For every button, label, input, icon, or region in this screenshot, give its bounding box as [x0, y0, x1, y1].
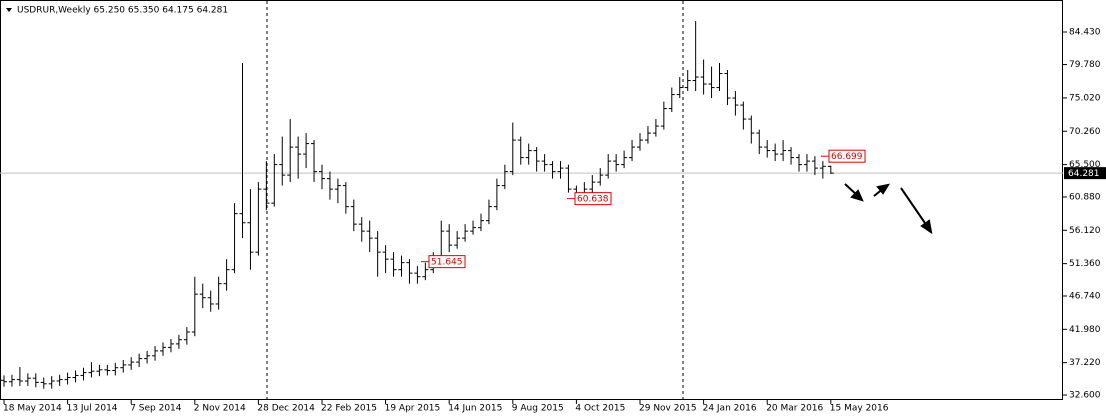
x-tick-label: 29 Nov 2015 [639, 404, 697, 414]
x-tick-label: 28 Dec 2014 [257, 404, 315, 414]
arrow-head [920, 219, 933, 235]
x-tick-label: 9 Aug 2015 [512, 404, 564, 414]
x-tick-label: 18 May 2014 [3, 404, 62, 414]
chart-title: USDRUR,Weekly 65.250 65.350 64.175 64.28… [17, 6, 228, 16]
y-tick-label: 41.980 [1069, 325, 1101, 335]
x-tick-label: 14 Jun 2015 [448, 404, 502, 414]
y-tick-label: 32.600 [1069, 391, 1101, 401]
y-tick-label: 75.020 [1069, 93, 1101, 103]
arrow-head [876, 183, 891, 195]
x-tick-label: 7 Sep 2014 [130, 404, 182, 414]
arrow-head [850, 189, 864, 202]
level-label: 66.699 [831, 152, 863, 162]
x-tick-label: 15 May 2016 [830, 404, 889, 414]
y-tick-label: 56.120 [1069, 226, 1101, 236]
y-tick-label: 84.430 [1069, 28, 1101, 38]
y-tick-label: 79.780 [1069, 60, 1101, 70]
level-box [828, 149, 866, 163]
y-tick-label: 37.220 [1069, 358, 1101, 368]
projection-arrows [844, 183, 933, 235]
plot-frame [0, 0, 1063, 400]
x-tick-label: 4 Oct 2015 [575, 404, 625, 414]
level-label: 51.645 [431, 258, 463, 268]
arrow [900, 187, 928, 227]
y-tick-label: 70.260 [1069, 127, 1101, 137]
level-box [574, 192, 612, 206]
level-box [428, 255, 466, 269]
y-tick-label: 65.500 [1069, 160, 1101, 170]
x-tick-label: 24 Jan 2016 [703, 404, 757, 414]
x-tick-label: 2 Nov 2014 [194, 404, 246, 414]
price-label-box [1064, 167, 1106, 180]
x-tick-label: 20 Mar 2016 [766, 404, 823, 414]
y-tick-label: 60.880 [1069, 192, 1101, 202]
price-label: 64.281 [1068, 169, 1100, 179]
x-tick-label: 22 Feb 2015 [321, 404, 377, 414]
x-tick-label: 13 Jul 2014 [67, 404, 118, 414]
y-tick-label: 51.360 [1069, 259, 1101, 269]
level-label: 60.638 [577, 195, 609, 205]
x-tick-label: 19 Apr 2015 [385, 404, 441, 414]
menu-arrow[interactable] [6, 8, 12, 12]
y-tick-label: 46.740 [1069, 291, 1101, 301]
